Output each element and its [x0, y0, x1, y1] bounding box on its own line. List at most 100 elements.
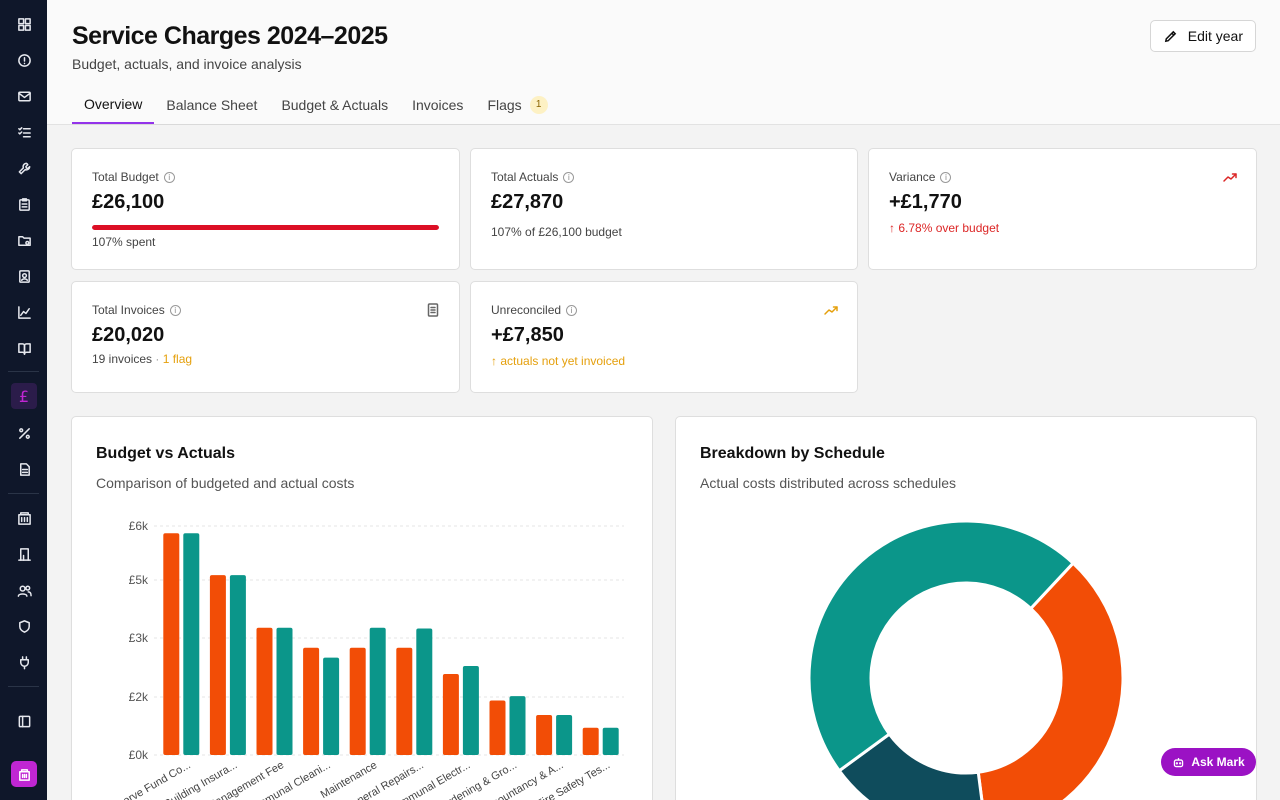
- budget-progress-fill: [92, 225, 439, 230]
- tab-label: Flags: [487, 97, 522, 113]
- document-icon[interactable]: [11, 456, 37, 482]
- tab-budget-actuals[interactable]: Budget & Actuals: [269, 86, 400, 124]
- variance-card: Variance i +£1,770 ↑ 6.78% over budget: [868, 148, 1257, 270]
- total-invoices-sub: 19 invoices · 1 flag: [92, 352, 192, 366]
- budget-bar[interactable]: [349, 647, 366, 755]
- actuals-bar[interactable]: [556, 715, 573, 755]
- flags-count-badge: 1: [529, 96, 548, 114]
- donut-slice[interactable]: [976, 561, 1125, 800]
- actuals-bar[interactable]: [229, 575, 246, 755]
- total-budget-value: £26,100: [92, 191, 165, 213]
- book-icon[interactable]: [11, 335, 37, 361]
- total-budget-sub: 107% spent: [92, 235, 156, 249]
- panel-subtitle: Comparison of budgeted and actual costs: [96, 475, 355, 491]
- page-header: Service Charges 2024–2025 Budget, actual…: [47, 0, 1280, 125]
- info-icon[interactable]: i: [163, 171, 175, 183]
- users-icon[interactable]: [11, 577, 37, 603]
- tab-flags[interactable]: Flags 1: [475, 86, 559, 124]
- edit-year-label: Edit year: [1187, 28, 1243, 44]
- bot-icon: [1174, 757, 1184, 767]
- budget-bar[interactable]: [536, 715, 553, 755]
- total-invoices-card: Total Invoices i £20,020 19 invoices · 1 …: [71, 281, 460, 393]
- sidebar-divider: [8, 686, 39, 687]
- actuals-bar[interactable]: [602, 727, 619, 755]
- mail-icon[interactable]: [11, 83, 37, 109]
- tab-bar: Overview Balance Sheet Budget & Actuals …: [72, 86, 560, 125]
- variance-value: +£1,770: [889, 191, 962, 213]
- total-actuals-sub: 107% of £26,100 budget: [491, 225, 622, 239]
- actuals-bar[interactable]: [462, 665, 479, 755]
- ask-mark-button[interactable]: Ask Mark: [1161, 748, 1256, 776]
- tab-balance-sheet[interactable]: Balance Sheet: [154, 86, 269, 124]
- clipboard-icon[interactable]: [11, 191, 37, 217]
- budget-bar[interactable]: [442, 673, 459, 755]
- info-icon[interactable]: i: [169, 304, 181, 316]
- tab-label: Budget & Actuals: [281, 97, 389, 113]
- budget-bar[interactable]: [489, 700, 506, 755]
- building-icon[interactable]: [11, 505, 37, 531]
- page-title: Service Charges 2024–2025: [72, 22, 388, 50]
- total-invoices-value: £20,020: [92, 324, 165, 346]
- plug-icon[interactable]: [11, 649, 37, 675]
- budget-progress-bar: [92, 225, 439, 230]
- total-budget-label: Total Budget i: [92, 170, 175, 184]
- card-label-text: Unreconciled: [491, 303, 562, 317]
- budget-bar[interactable]: [163, 533, 180, 755]
- pound-icon[interactable]: £: [11, 383, 37, 409]
- total-actuals-value: £27,870: [491, 191, 564, 213]
- wrench-icon[interactable]: [11, 155, 37, 181]
- budget-bar[interactable]: [209, 575, 226, 755]
- unreconciled-card: Unreconciled i +£7,850 ↑ actuals not yet …: [470, 281, 858, 393]
- alert-icon[interactable]: [11, 47, 37, 73]
- variance-sub: ↑ 6.78% over budget: [889, 221, 1000, 235]
- chart-line-icon[interactable]: [11, 299, 37, 325]
- budget-bar[interactable]: [396, 647, 413, 755]
- flag-count-link[interactable]: 1 flag: [162, 352, 193, 366]
- panel-subtitle: Actual costs distributed across schedule…: [700, 475, 957, 491]
- receipt-icon: [425, 302, 441, 318]
- sidebar-divider: [8, 371, 39, 372]
- contacts-icon[interactable]: [11, 263, 37, 289]
- dashboard-icon[interactable]: [11, 11, 37, 37]
- actuals-bar[interactable]: [183, 533, 200, 755]
- total-actuals-label: Total Actuals i: [491, 170, 575, 184]
- tab-label: Overview: [84, 96, 143, 112]
- actuals-bar[interactable]: [276, 627, 293, 755]
- breakdown-donut-chart: [807, 519, 1125, 800]
- edit-year-button[interactable]: Edit year: [1149, 20, 1256, 52]
- total-actuals-card: Total Actuals i £27,870 107% of £26,100 b…: [470, 148, 858, 270]
- tab-invoices[interactable]: Invoices: [400, 86, 475, 124]
- info-icon[interactable]: i: [566, 304, 578, 316]
- page-subtitle: Budget, actuals, and invoice analysis: [72, 56, 302, 72]
- card-label-text: Total Invoices: [92, 303, 165, 317]
- unreconciled-sub: ↑ actuals not yet invoiced: [491, 354, 626, 368]
- donut-slice[interactable]: [807, 519, 1076, 773]
- brand-icon[interactable]: [11, 761, 37, 787]
- building-alt-icon[interactable]: [11, 541, 37, 567]
- checklist-icon[interactable]: [11, 119, 37, 145]
- budget-bar[interactable]: [256, 627, 273, 755]
- ask-mark-label: Ask Mark: [1191, 755, 1245, 769]
- folder-icon[interactable]: [11, 227, 37, 253]
- budget-bar[interactable]: [303, 647, 320, 755]
- shield-icon[interactable]: [11, 613, 37, 639]
- actuals-bar[interactable]: [416, 628, 433, 755]
- invoice-count: 19 invoices: [92, 352, 153, 366]
- budget-vs-actuals-panel: Budget vs Actuals Comparison of budgeted…: [71, 416, 653, 800]
- tab-label: Balance Sheet: [166, 97, 258, 113]
- actuals-bar[interactable]: [369, 627, 386, 755]
- y-tick-label: £6k: [129, 519, 149, 533]
- separator: ·: [152, 352, 163, 366]
- tab-overview[interactable]: Overview: [72, 86, 155, 124]
- y-tick-label: £3k: [129, 631, 149, 645]
- card-label-text: Total Actuals: [491, 170, 559, 184]
- budget-bar[interactable]: [582, 727, 599, 755]
- trending-up-icon: [1222, 169, 1238, 185]
- percent-icon[interactable]: [11, 420, 37, 446]
- pencil-icon: [1164, 30, 1176, 42]
- info-icon[interactable]: i: [563, 171, 575, 183]
- actuals-bar[interactable]: [509, 696, 526, 755]
- panel-icon[interactable]: [11, 708, 37, 734]
- info-icon[interactable]: i: [940, 171, 952, 183]
- actuals-bar[interactable]: [323, 657, 340, 755]
